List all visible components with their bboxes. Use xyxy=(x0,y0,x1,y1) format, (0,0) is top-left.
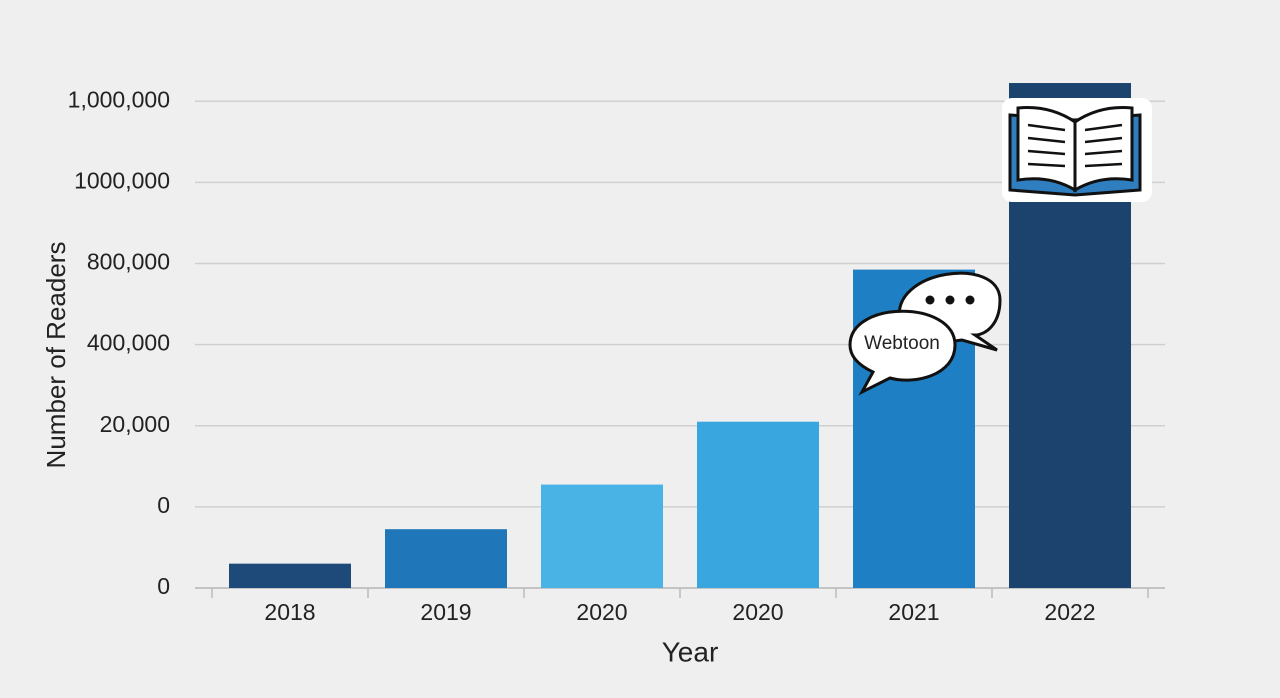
x-tick-label: 2019 xyxy=(420,599,471,625)
y-tick-label: 1,000,000 xyxy=(68,86,170,112)
x-tick-label: 2020 xyxy=(732,599,783,625)
bar xyxy=(385,529,507,588)
x-axis-label: Year xyxy=(662,636,719,667)
y-tick-label: 800,000 xyxy=(87,249,170,275)
y-tick-label: 1000,000 xyxy=(74,167,170,193)
y-tick-label: 0 xyxy=(157,492,170,518)
y-axis-label: Number of Readers xyxy=(41,242,71,469)
x-tick-label: 2018 xyxy=(264,599,315,625)
x-tick-label: 2022 xyxy=(1044,599,1095,625)
y-tick-label: 400,000 xyxy=(87,330,170,356)
bars xyxy=(229,83,1131,588)
book-icon xyxy=(1002,98,1152,202)
y-tick-label: 20,000 xyxy=(100,411,170,437)
x-tick-label: 2021 xyxy=(888,599,939,625)
y-tick-label: 0 xyxy=(157,573,170,599)
bar xyxy=(697,421,819,588)
annotation: Webtoon xyxy=(864,333,940,354)
x-tick-label: 2020 xyxy=(576,599,627,625)
speech-bubbles: Webtoon xyxy=(848,271,1002,396)
bar xyxy=(541,484,663,588)
bar xyxy=(229,563,351,588)
